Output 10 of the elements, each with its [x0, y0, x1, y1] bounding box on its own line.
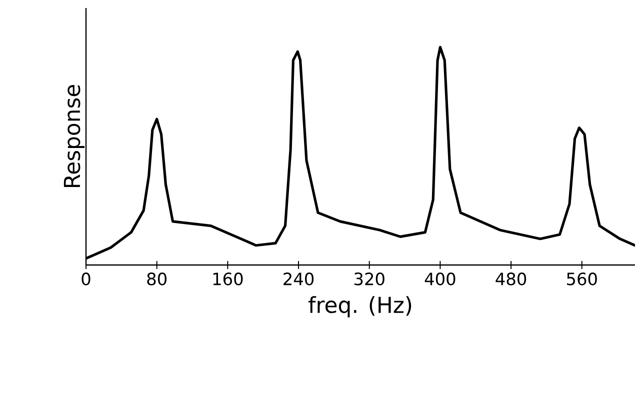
x-tick-label: 320 — [354, 272, 384, 286]
x-tick-label: 400 — [424, 272, 456, 286]
x-tick-label: 80 — [147, 272, 166, 286]
x-axis-title: freq. (Hz) — [308, 296, 412, 318]
x-tick-label: 160 — [213, 272, 243, 286]
y-axis-title: Response — [64, 84, 84, 187]
x-tick-label: 240 — [284, 272, 314, 286]
x-tick-label: 0 — [82, 272, 90, 286]
x-tick-label: 560 — [567, 272, 597, 286]
x-tick-label: 480 — [496, 272, 526, 286]
